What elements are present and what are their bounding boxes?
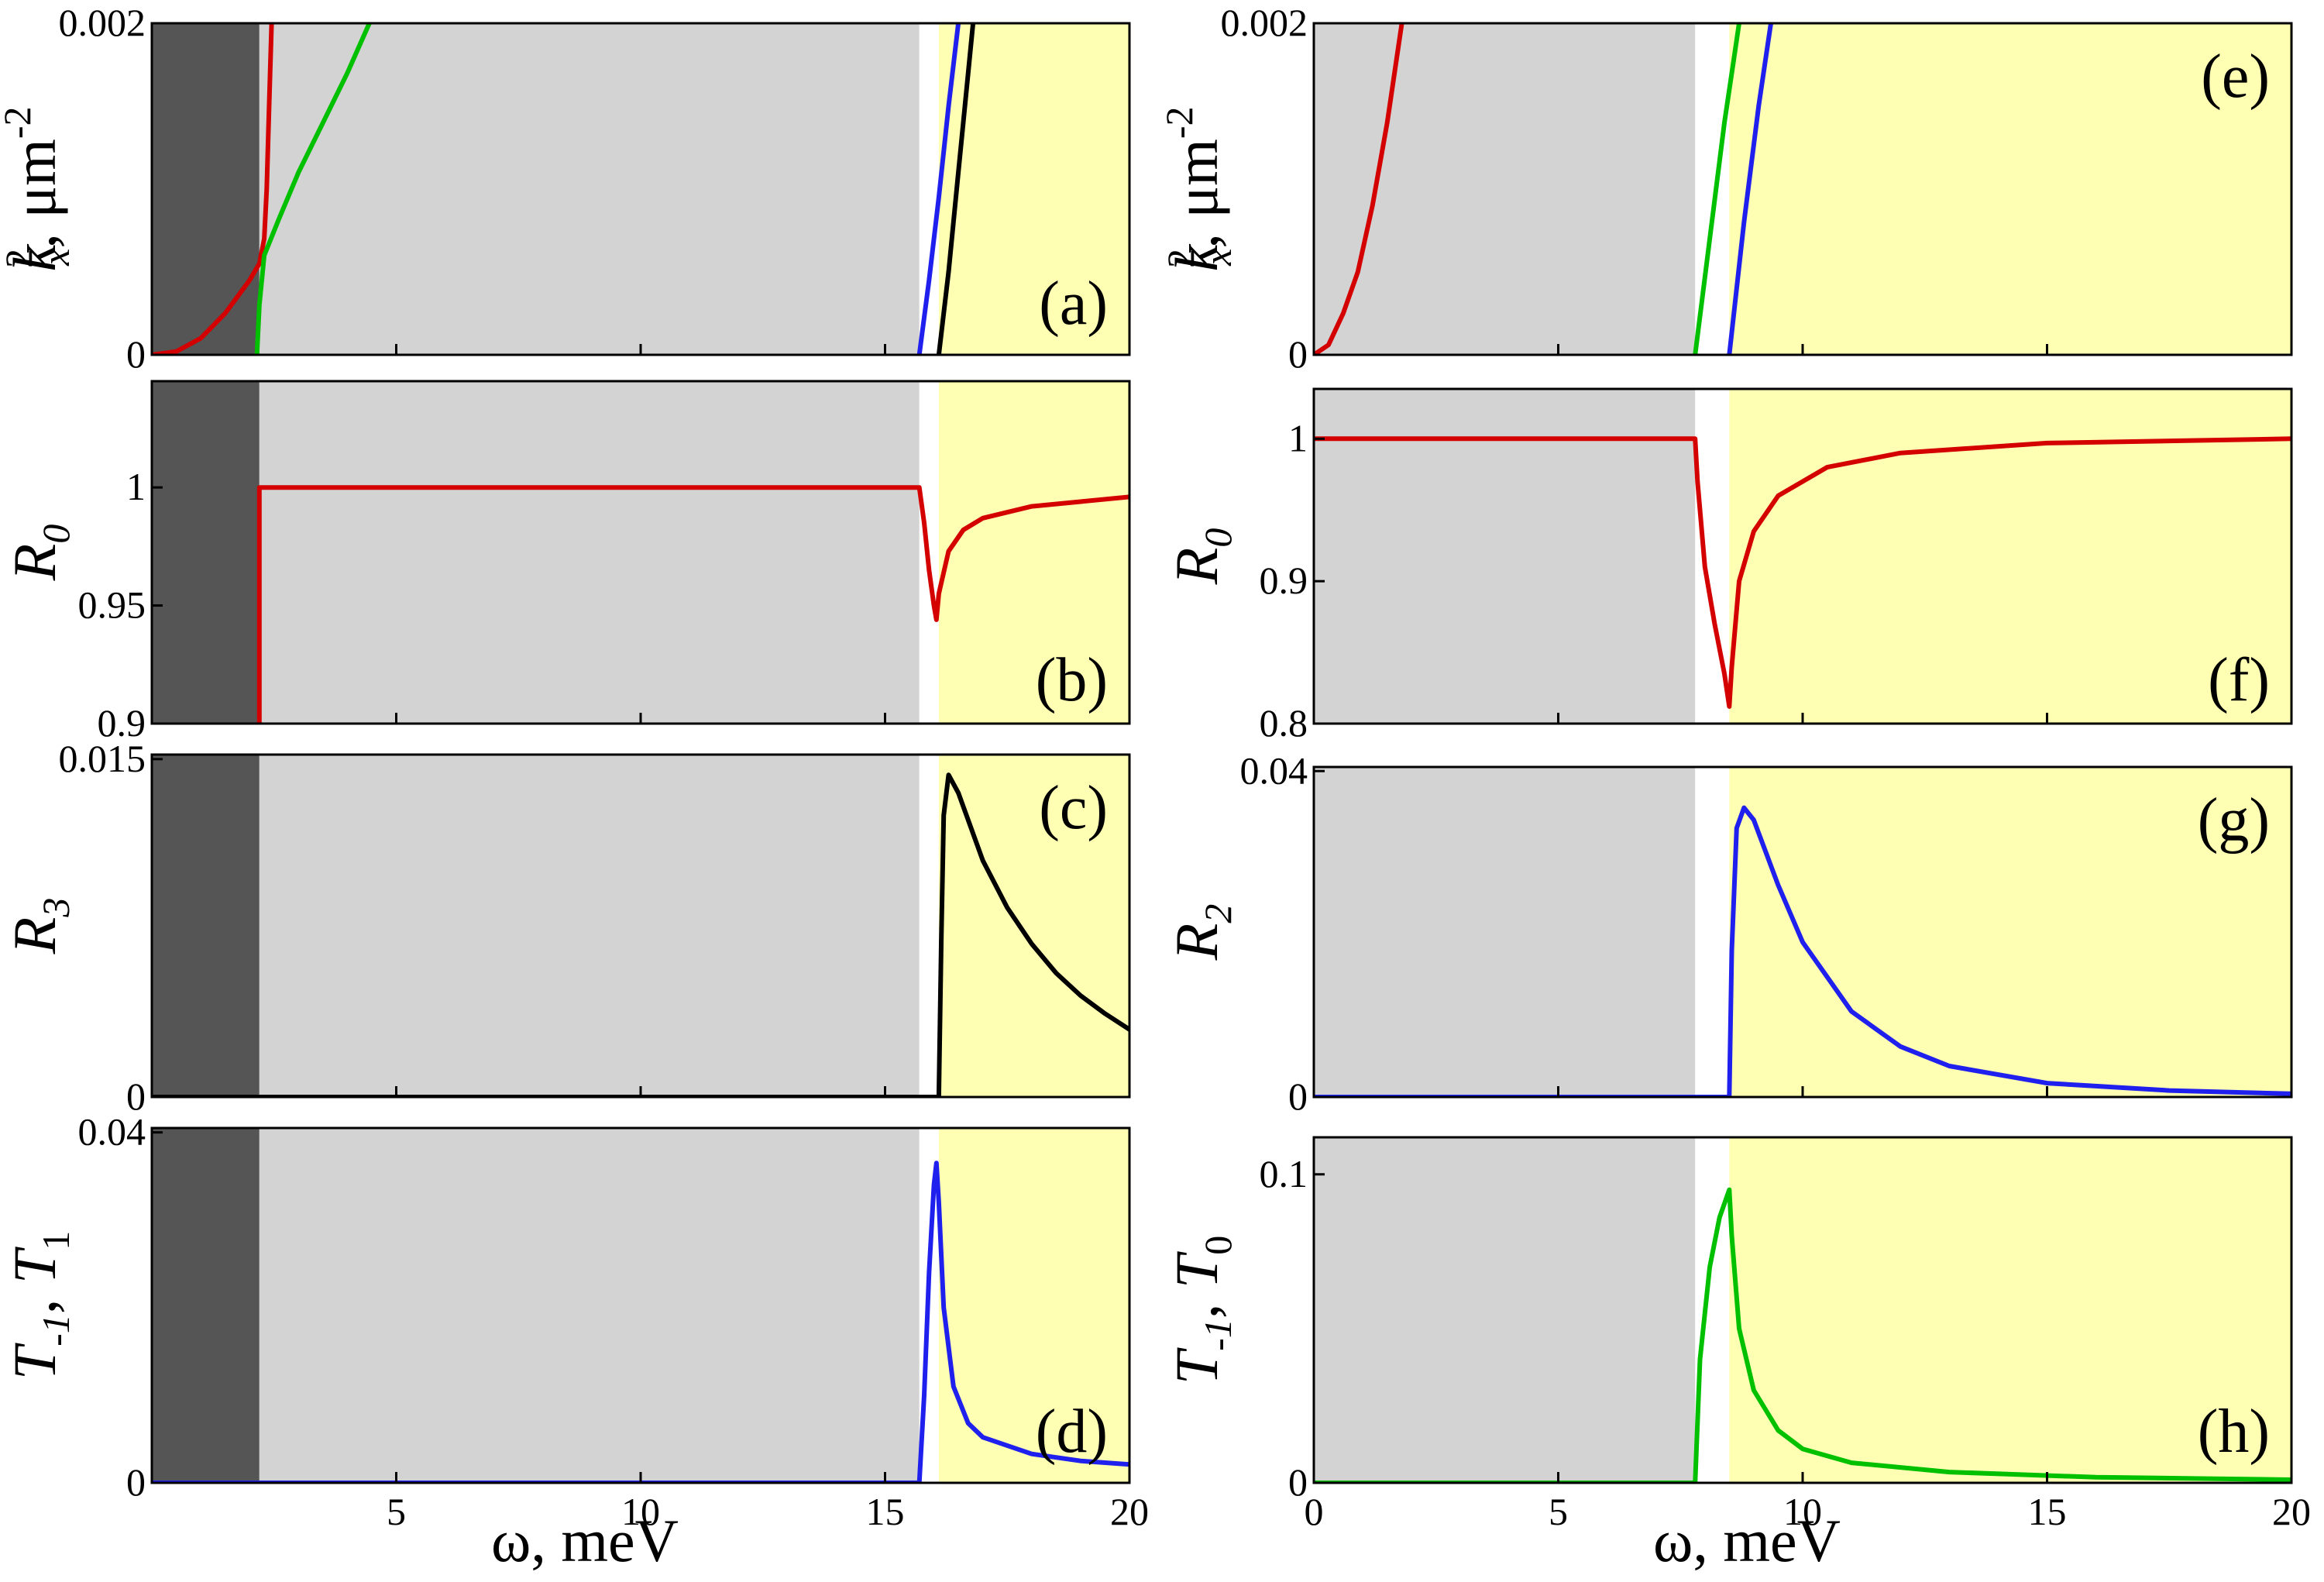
panels: 00.002(a)k2x, μm-20.90.951(b)R000.015(c)… (0, 1, 2311, 1533)
series-R0 (256, 485, 1129, 724)
x-tick-label: 15 (866, 1490, 905, 1533)
panel-g: 0 0.04 (g) R2 (1163, 748, 2293, 1118)
series-black (936, 23, 976, 355)
series-T (152, 1161, 1129, 1483)
panel-label: (e) (2201, 43, 2270, 111)
gray-region (259, 1128, 920, 1483)
x-tick-label: 5 (1549, 1490, 1568, 1533)
y-tick-label: 0 (1288, 332, 1308, 376)
series-group (1314, 23, 1773, 355)
x-tick-label: 20 (2272, 1490, 2311, 1533)
gray-region (259, 23, 920, 355)
panel-c: 0 0.015 (c) R3 (1, 737, 1131, 1118)
gray-region (259, 755, 920, 1097)
y-tick-label: 0.1 (1260, 1152, 1308, 1195)
x-axis-title-right: ω, meV (1653, 1507, 1841, 1574)
y-tick-label: 0.04 (78, 1110, 146, 1154)
y-axis-title: R2 (1163, 904, 1239, 961)
y-axis-title: k2x, μm-2 (1157, 107, 1239, 272)
x-tick-label: 10 (621, 1490, 660, 1533)
series-green (1693, 23, 1741, 355)
series-R3 (152, 772, 1129, 1097)
series-group (1314, 436, 2291, 709)
series-group (256, 485, 1129, 724)
series-group (152, 23, 976, 355)
panel-label: (b) (1036, 646, 1108, 714)
x-tick-label: 15 (2028, 1490, 2067, 1533)
panel-label: (d) (1036, 1398, 1108, 1466)
x-tick-label: 0 (1305, 1490, 1324, 1533)
yellow-region (938, 381, 1129, 724)
y-tick-label: 0 (1288, 1460, 1308, 1504)
y-axis-title: T-1, T0 (1163, 1236, 1239, 1384)
series-blue (1727, 23, 1773, 355)
x-axis-title-left: ω, meV (491, 1507, 679, 1574)
gray-region (1314, 23, 1696, 355)
y-tick-label: 0.015 (59, 737, 146, 780)
series-green (254, 23, 372, 355)
y-tick-label: 0 (1288, 1075, 1308, 1118)
y-tick-label: 0.9 (98, 701, 146, 745)
y-tick-label: 0.95 (78, 583, 146, 627)
y-tick-label: 0.002 (1221, 1, 1308, 44)
series-group (1314, 1187, 2291, 1483)
y-tick-label: 0 (126, 332, 146, 376)
panel-label: (a) (1039, 270, 1108, 338)
y-axis-title: k2x, μm-2 (0, 107, 77, 272)
panel-label: (f) (2208, 646, 2270, 714)
yellow-region (1729, 23, 2291, 355)
y-axis-title: T-1, T1 (1, 1231, 77, 1380)
series-R2 (1314, 805, 2291, 1097)
dark-region (152, 1128, 260, 1483)
series-group (152, 772, 1129, 1097)
dark-region (152, 755, 260, 1097)
y-tick-label: 0.9 (1260, 559, 1308, 602)
series-T (1314, 1187, 2291, 1483)
panel-h: 0 0.1 0 5 10 15 20(h) T-1, T0 (1163, 1136, 2311, 1533)
series-group (152, 1161, 1129, 1483)
yellow-region (1729, 767, 2291, 1097)
series-red (1314, 23, 1404, 355)
yellow-region (938, 23, 1129, 355)
panel-a: 0 0.002 (a) k2x, μm-2 (0, 1, 1131, 376)
series-R0 (1314, 436, 2291, 709)
panel-f: 0.8 0.9 1 (f) R0 (1163, 387, 2293, 745)
x-tick-label: 20 (1110, 1490, 1149, 1533)
y-axis-title: R0 (1, 524, 77, 582)
dark-region (152, 23, 260, 355)
panel-d: 0 0.04 5 10 15 20(d) T-1, T1 (1, 1110, 1149, 1533)
panel-label: (c) (1039, 774, 1108, 842)
gray-region (1314, 389, 1696, 724)
y-axis-title: R0 (1163, 528, 1239, 586)
y-tick-label: 0.002 (59, 1, 146, 44)
panel-label: (h) (2198, 1398, 2270, 1466)
y-tick-label: 0 (126, 1460, 146, 1504)
gray-region (1314, 767, 1696, 1097)
panel-b: 0.9 0.95 1 (b) R0 (1, 380, 1131, 745)
gray-region (259, 381, 920, 724)
y-axis-title: R3 (1, 898, 77, 955)
yellow-region (938, 755, 1129, 1097)
panel-label: (g) (2198, 786, 2270, 855)
dark-region (152, 381, 260, 724)
y-tick-label: 0 (126, 1075, 146, 1118)
y-tick-label: 0.04 (1240, 748, 1308, 792)
x-tick-label: 10 (1783, 1490, 1822, 1533)
gray-region (1314, 1137, 1696, 1483)
series-red (152, 23, 274, 355)
yellow-region (1729, 1137, 2291, 1483)
y-tick-label: 1 (1288, 416, 1308, 459)
y-tick-label: 0.8 (1260, 701, 1308, 745)
series-blue (916, 23, 961, 355)
series-group (1314, 805, 2291, 1097)
panel-e: 0 0.002 (e) k2x, μm-2 (1157, 1, 2293, 376)
x-tick-label: 5 (387, 1490, 406, 1533)
y-tick-label: 1 (126, 465, 146, 508)
